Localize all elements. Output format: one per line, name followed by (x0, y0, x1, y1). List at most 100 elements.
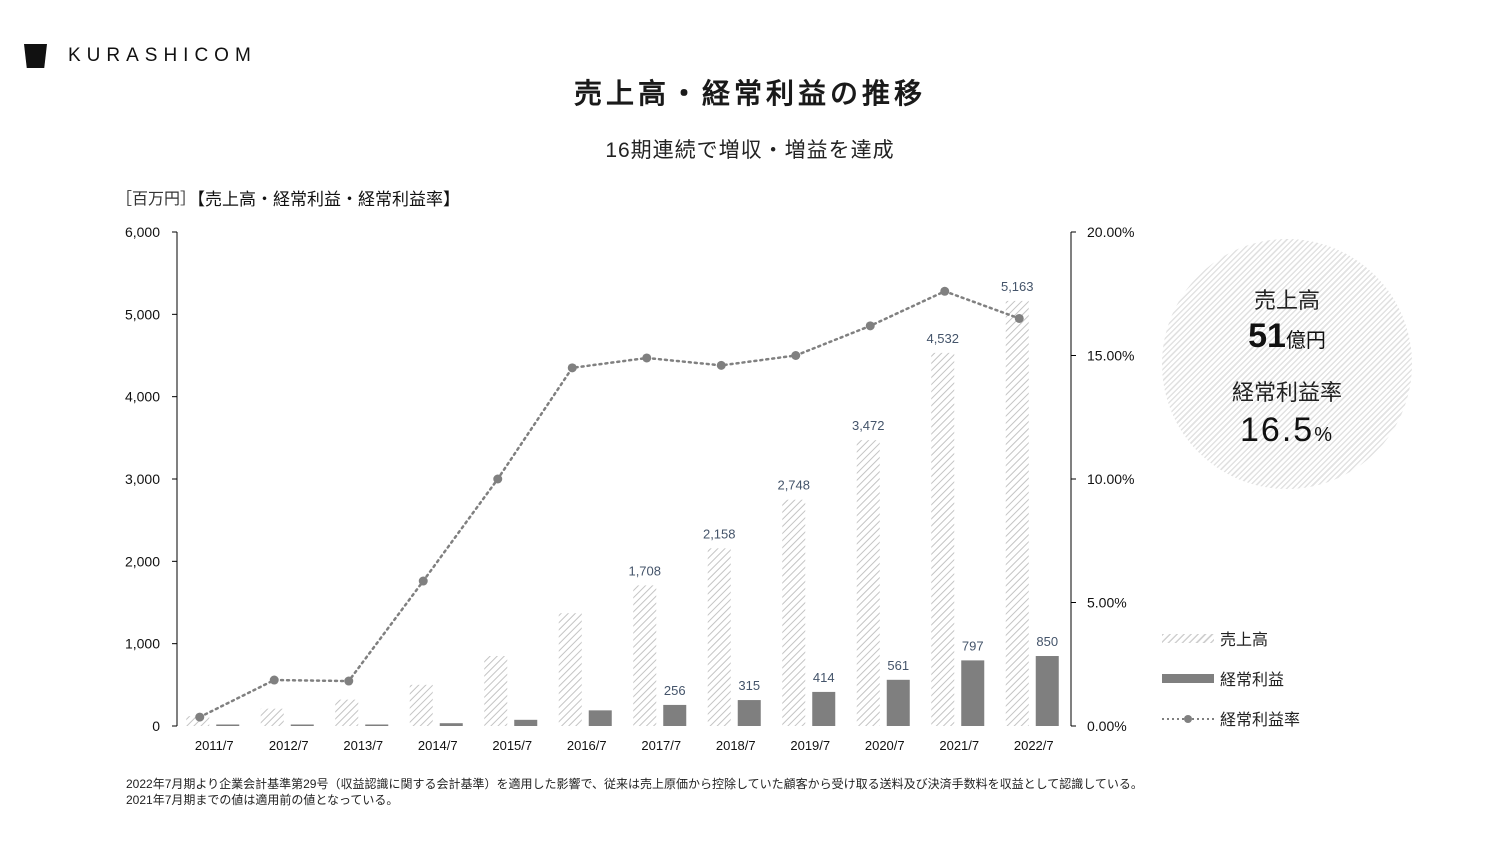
x-tick-label: 2011/7 (195, 738, 234, 753)
sales-bar (856, 440, 880, 726)
page-title: 売上高・経常利益の推移 (573, 78, 926, 109)
x-tick-label: 2016/7 (567, 738, 607, 753)
y2-tick-label: 15.00% (1087, 348, 1134, 364)
sales-value-label: 4,532 (926, 331, 959, 346)
profit-bar (961, 660, 985, 726)
margin-unit: % (1314, 424, 1334, 446)
sales-value-label: 3,472 (852, 418, 885, 433)
y-tick-label: 6,000 (125, 224, 160, 240)
margin-point (865, 321, 875, 331)
legend-item-sales: 売上高 (1162, 618, 1300, 658)
legend-label: 売上高 (1220, 632, 1269, 649)
highlight-sales-value: 51億円 (1162, 317, 1412, 356)
sales-bar (931, 352, 955, 726)
sales-bar (558, 613, 582, 726)
profit-value-label: 797 (962, 638, 984, 653)
y-tick-label: 2,000 (125, 553, 160, 569)
x-tick-label: 2017/7 (641, 738, 681, 753)
profit-bar (216, 724, 240, 726)
sales-bar (335, 699, 359, 726)
profit-value-label: 315 (738, 678, 760, 693)
sales-value-label: 2,158 (703, 526, 736, 541)
margin-point (940, 286, 950, 296)
footnote-line-2: 2021年7月期までの値は適用前の値となっている。 (126, 793, 399, 807)
margin-point (493, 474, 503, 484)
margin-point (418, 576, 428, 586)
x-tick-label: 2012/7 (269, 738, 309, 753)
margin-point (269, 675, 279, 685)
y2-tick-label: 0.00% (1087, 718, 1127, 734)
y2-tick-label: 10.00% (1087, 471, 1134, 487)
profit-bar (886, 679, 910, 726)
x-tick-label: 2013/7 (343, 738, 383, 753)
chart-axes: 0 1,000 2,000 3,000 4,000 5,000 6,000 0.00% 5.00… (125, 224, 1135, 753)
sales-bar (1005, 300, 1029, 726)
x-tick-label: 2018/7 (716, 738, 756, 753)
profit-value-label: 850 (1036, 634, 1058, 649)
footnote-line-1: 2022年7月期より企業会計基準第29号（収益認識に関する会計基準）を適用した影… (126, 777, 1143, 791)
y-tick-label: 3,000 (125, 471, 160, 487)
margin-point (716, 360, 726, 370)
profit-bar (439, 723, 463, 726)
sales-number: 51 (1248, 317, 1286, 355)
logo-text: KURASHICOM (68, 45, 257, 66)
profit-bar (1035, 656, 1059, 726)
chart-legend: 売上高 経常利益 経常利益率 (1162, 618, 1300, 738)
margin-point (1014, 313, 1024, 323)
y-tick-label: 0 (152, 718, 160, 734)
sales-unit: 億円 (1285, 330, 1326, 352)
margin-point (791, 351, 801, 360)
legend-label: 経常利益 (1220, 672, 1285, 689)
brand-logo: KURASHICOM (24, 44, 257, 68)
sales-bar (782, 499, 806, 726)
margin-number: 16.5 (1240, 411, 1315, 449)
sales-value-label: 2,748 (777, 478, 810, 493)
y-tick-label: 4,000 (125, 389, 160, 405)
profit-bar (514, 719, 538, 726)
x-tick-label: 2014/7 (418, 738, 458, 753)
chart-bars (186, 300, 1059, 726)
highlight-margin-value: 16.5% (1162, 411, 1412, 450)
margin-point (195, 712, 205, 722)
y-tick-label: 1,000 (125, 636, 160, 652)
margin-line (195, 286, 1024, 722)
x-tick-label: 2019/7 (790, 738, 830, 753)
profit-bar (290, 724, 314, 726)
margin-point (642, 353, 652, 363)
profit-bar (588, 710, 612, 726)
sales-bar (633, 585, 657, 726)
solid-swatch-icon (1162, 673, 1214, 683)
y2-tick-label: 5.00% (1087, 595, 1127, 611)
sales-bar (707, 548, 731, 726)
logo-cup-icon (24, 44, 47, 68)
dotted-line-marker-icon (1162, 712, 1214, 724)
sales-bar (484, 656, 508, 726)
legend-item-margin: 経常利益率 (1162, 698, 1300, 738)
x-tick-label: 2020/7 (865, 738, 905, 753)
y-tick-label: 5,000 (125, 306, 160, 322)
x-tick-label: 2022/7 (1014, 738, 1054, 753)
x-tick-label: 2021/7 (939, 738, 979, 753)
profit-value-label: 561 (887, 658, 909, 673)
profit-value-label: 256 (664, 683, 686, 698)
sales-bar (409, 684, 433, 726)
sales-bar (260, 708, 284, 726)
margin-point (567, 363, 577, 373)
footnote: 2022年7月期より企業会計基準第29号（収益認識に関する会計基準）を適用した影… (126, 776, 1143, 808)
page-subtitle: 16期連続で増収・増益を達成 (605, 139, 895, 162)
sales-value-label: 1,708 (628, 563, 661, 578)
y2-tick-label: 20.00% (1087, 224, 1134, 240)
profit-bar (812, 691, 836, 726)
highlight-sales-label: 売上高 (1253, 288, 1320, 313)
profit-bar (737, 700, 761, 726)
margin-point (344, 676, 354, 686)
highlight-circle: 売上高 51億円 経常利益率 16.5% (1162, 239, 1412, 489)
profit-bar (365, 724, 389, 726)
legend-item-profit: 経常利益 (1162, 658, 1300, 698)
unit-label: ［百万円］ (116, 191, 197, 208)
sales-value-label: 5,163 (1001, 279, 1034, 294)
hatched-swatch-icon (1162, 633, 1214, 643)
chart-data-labels: 1,708 256 2,158 315 2,748 414 3,472 561 4,532 797… (628, 279, 1058, 698)
highlight-margin-label: 経常利益率 (1231, 380, 1342, 405)
